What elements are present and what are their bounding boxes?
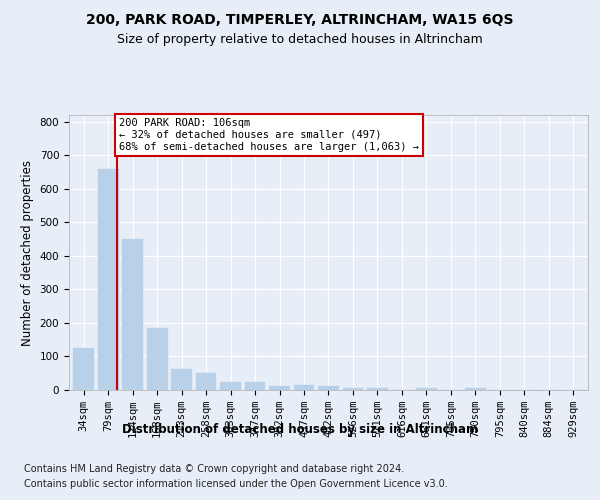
Text: Contains HM Land Registry data © Crown copyright and database right 2024.: Contains HM Land Registry data © Crown c…	[24, 464, 404, 474]
Bar	[220, 382, 241, 390]
Bar	[465, 388, 486, 390]
Bar	[343, 388, 364, 390]
Text: 200 PARK ROAD: 106sqm
← 32% of detached houses are smaller (497)
68% of semi-det: 200 PARK ROAD: 106sqm ← 32% of detached …	[119, 118, 419, 152]
Bar	[196, 373, 217, 390]
Bar	[367, 388, 388, 390]
Bar	[318, 386, 339, 390]
Bar	[245, 382, 265, 390]
Bar	[122, 239, 143, 390]
Bar	[73, 348, 94, 390]
Bar	[147, 328, 167, 390]
Y-axis label: Number of detached properties: Number of detached properties	[21, 160, 34, 346]
Text: Size of property relative to detached houses in Altrincham: Size of property relative to detached ho…	[117, 32, 483, 46]
Bar	[98, 168, 119, 390]
Bar	[269, 386, 290, 390]
Text: Contains public sector information licensed under the Open Government Licence v3: Contains public sector information licen…	[24, 479, 448, 489]
Bar	[171, 369, 192, 390]
Bar	[416, 388, 437, 390]
Text: 200, PARK ROAD, TIMPERLEY, ALTRINCHAM, WA15 6QS: 200, PARK ROAD, TIMPERLEY, ALTRINCHAM, W…	[86, 12, 514, 26]
Bar	[293, 385, 314, 390]
Text: Distribution of detached houses by size in Altrincham: Distribution of detached houses by size …	[122, 422, 478, 436]
